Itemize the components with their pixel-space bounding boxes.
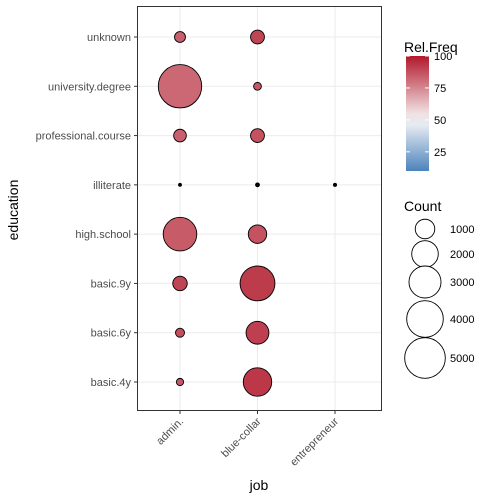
y-axis-ticks: basic.4y basic.6y basic.9y high.school illit… (36, 32, 137, 389)
point-blue-collar-illiterate (255, 182, 260, 188)
color-legend-label: 25 (434, 147, 446, 159)
point-blue-collar-basic-9y (239, 265, 276, 302)
point-blue-collar-basic-4y (242, 367, 273, 397)
size-legend-circle (411, 240, 439, 268)
y-tick-label: university.degree (48, 81, 131, 93)
point-admin-high-school (162, 216, 198, 252)
x-tick-label: entrepreneur (288, 415, 341, 468)
y-tick-label: unknown (87, 32, 131, 44)
point-blue-collar-high-school (247, 224, 268, 244)
size-legend: Count 1000 2000 3000 4000 5000 (404, 198, 474, 379)
size-legend-label: 3000 (450, 277, 474, 289)
x-tick-label: blue-collar (219, 415, 264, 460)
point-blue-collar-university-degree (253, 81, 262, 91)
size-legend-circle (408, 265, 442, 299)
x-axis-title: job (249, 477, 269, 493)
point-entrepreneur-illiterate (332, 182, 338, 187)
size-legend-label: 2000 (450, 249, 474, 261)
size-legend-title: Count (404, 198, 441, 214)
point-admin-university-degree (157, 64, 203, 109)
y-tick-label: illiterate (93, 180, 131, 192)
color-legend-bar (406, 56, 429, 171)
panel-border (137, 6, 382, 411)
data-points (157, 29, 338, 397)
color-legend: Rel.Freq 25 50 75 100 (404, 39, 458, 171)
size-legend-circle (414, 218, 436, 240)
point-blue-collar-basic-6y (245, 320, 270, 345)
y-tick-label: basic.6y (91, 328, 132, 340)
color-legend-label: 100 (434, 51, 452, 63)
size-legend-circle (406, 300, 444, 338)
color-legend-label: 50 (434, 115, 446, 127)
point-admin-illiterate (178, 182, 182, 187)
y-axis-title: education (5, 180, 21, 241)
size-legend-label: 1000 (450, 224, 474, 236)
point-admin-basic-4y (175, 377, 185, 387)
point-admin-unknown (174, 31, 186, 43)
y-tick-label: high.school (75, 229, 131, 241)
point-blue-collar-professional-course (250, 128, 265, 143)
point-admin-basic-6y (175, 327, 185, 338)
color-legend-title: Rel.Freq (404, 39, 458, 55)
size-legend-circle (404, 337, 446, 379)
y-tick-label: professional.course (36, 131, 131, 143)
point-admin-professional-course (173, 128, 187, 143)
x-tick-label: admin. (154, 416, 186, 448)
point-blue-collar-unknown (250, 29, 265, 45)
color-legend-label: 75 (434, 83, 446, 95)
size-legend-label: 4000 (450, 314, 474, 326)
point-admin-basic-9y (172, 275, 188, 292)
y-tick-label: basic.4y (91, 377, 132, 389)
size-legend-label: 5000 (450, 353, 474, 365)
x-axis-ticks: admin. blue-collar entrepreneur (154, 411, 341, 469)
y-tick-label: basic.9y (91, 278, 132, 290)
